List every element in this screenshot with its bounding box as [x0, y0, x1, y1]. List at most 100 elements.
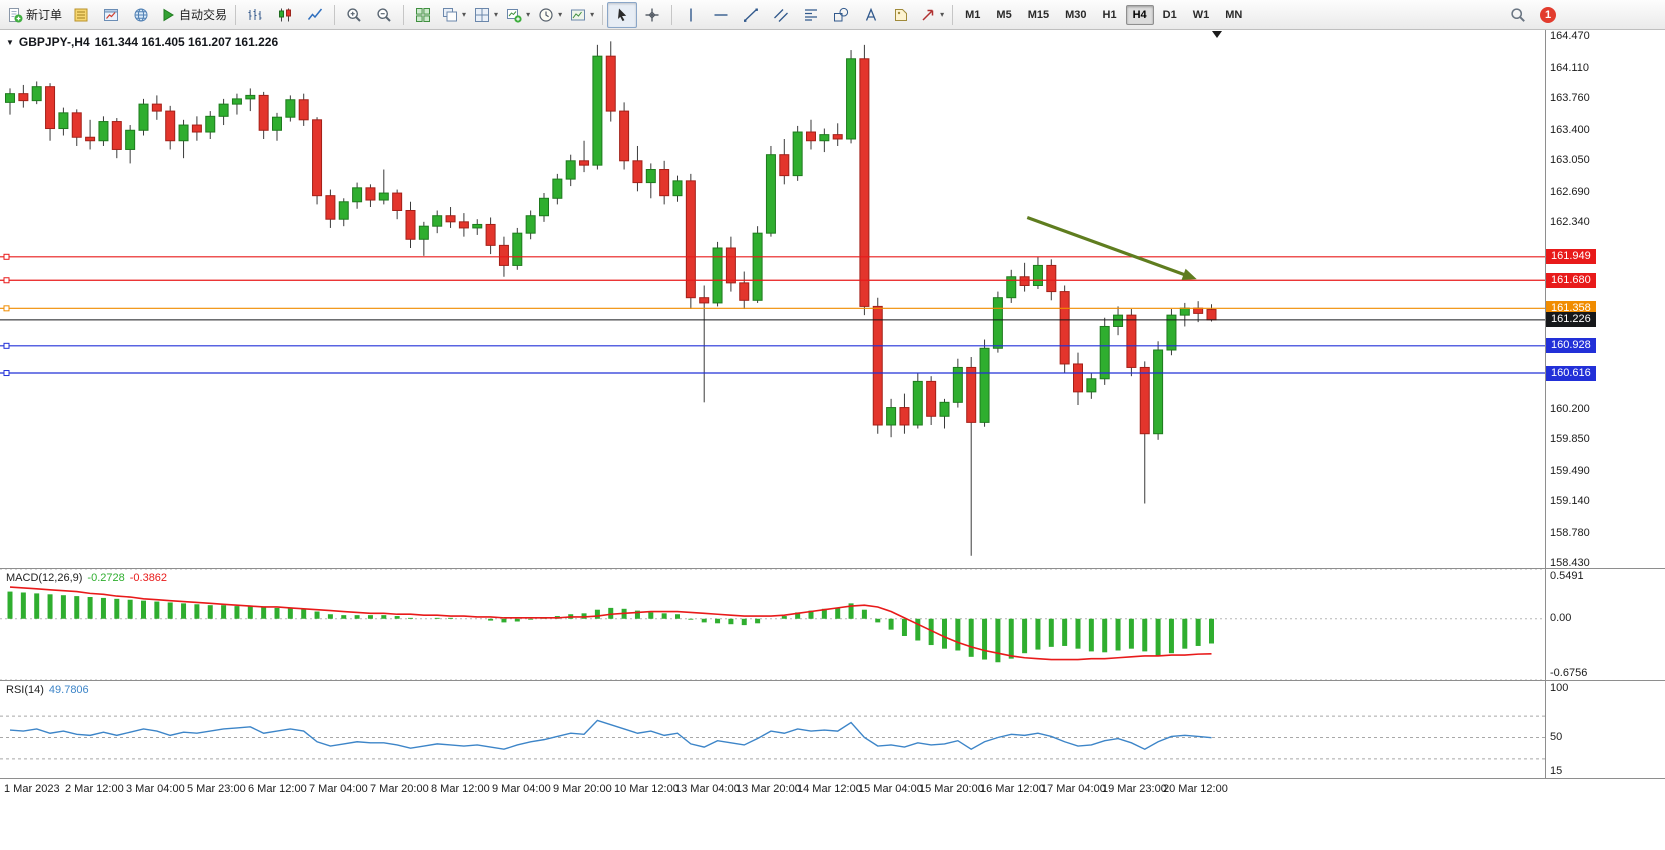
bar-chart-button[interactable] — [240, 2, 270, 28]
timeframe-m30-button[interactable]: M30 — [1065, 8, 1087, 21]
panel-separator[interactable] — [0, 568, 1665, 569]
new-order-button[interactable]: 新订单 — [3, 2, 66, 28]
bars-icon — [248, 8, 262, 20]
time-axis[interactable]: 1 Mar 2023 2 Mar 12:00 3 Mar 04:00 5 Mar 23… — [0, 779, 1545, 800]
vertical-line-button[interactable] — [676, 2, 706, 28]
symbol-dropdown-icon[interactable]: ▼ — [6, 37, 14, 47]
quote-ohlc: 161.344 161.405 161.207 161.226 — [94, 35, 279, 49]
time-axis-label: 2 Mar 12:00 — [65, 783, 124, 795]
cursor-button[interactable] — [607, 1, 638, 28]
timeframe-h4-button[interactable]: H4 — [1125, 4, 1154, 25]
macd-scale-label: 0.5491 — [1550, 569, 1584, 582]
candles — [5, 41, 1217, 556]
line-anchor-handle[interactable] — [3, 277, 10, 284]
zoom-in-button[interactable] — [339, 2, 369, 28]
line-anchor-handle[interactable] — [3, 342, 10, 349]
notification-badge[interactable]: 1 — [1540, 6, 1556, 23]
price-scale-label: 162.690 — [1550, 185, 1590, 198]
caret-down-icon: ▾ — [940, 10, 945, 19]
line-anchor-handle[interactable] — [3, 305, 10, 312]
main-toolbar: 新订单 自动交易 ▾ ▾ ▾ ▾ ▾ ▾ M1 M5 M15 M30 H1 H4 D1 W1 MN 1 — [0, 0, 1665, 30]
trend-arrow-annotation[interactable] — [1026, 215, 1191, 279]
line-icon — [307, 8, 323, 20]
line-chart-button[interactable] — [300, 2, 330, 28]
chart-window-icon — [104, 8, 119, 21]
time-axis-label: 5 Mar 23:00 — [187, 783, 246, 795]
zoom-out-icon — [377, 7, 391, 22]
cascade-windows-button[interactable]: ▾ — [438, 2, 470, 28]
candles-icon — [279, 8, 292, 21]
line-anchor-handle[interactable] — [3, 370, 10, 377]
time-axis-label: 14 Mar 12:00 — [797, 783, 862, 795]
time-axis-label: 16 Mar 12:00 — [980, 783, 1045, 795]
timeframe-d1-button[interactable]: D1 — [1162, 8, 1177, 21]
price-level-badge: 161.358 — [1546, 300, 1596, 316]
label-button[interactable] — [886, 2, 916, 28]
toolbar-separator — [403, 4, 405, 25]
panel-separator[interactable] — [0, 778, 1665, 779]
arrange-icon — [475, 7, 490, 22]
timeframe-w1-button[interactable]: W1 — [1192, 8, 1210, 21]
toolbar-separator — [602, 4, 604, 25]
autotrading-button[interactable]: 自动交易 — [156, 2, 231, 28]
time-axis-label: 13 Mar 20:00 — [736, 783, 801, 795]
time-axis-label: 10 Mar 12:00 — [614, 783, 679, 795]
timeframe-m1-button[interactable]: M1 — [965, 8, 981, 21]
fibonacci-button[interactable] — [796, 2, 826, 28]
caret-down-icon: ▾ — [558, 10, 563, 19]
timeframe-mn-button[interactable]: MN — [1225, 8, 1243, 21]
price-level-badge: 161.680 — [1546, 272, 1596, 288]
zoom-in-icon — [347, 7, 361, 22]
macd-signal-line — [9, 586, 1212, 661]
macd-indicator-panel[interactable] — [0, 569, 1545, 680]
timeframe-h1-button[interactable]: H1 — [1102, 8, 1117, 21]
search-button[interactable] — [1503, 2, 1533, 28]
charts-window-button[interactable] — [96, 2, 126, 28]
community-button[interactable] — [126, 2, 156, 28]
channel-icon — [774, 8, 789, 22]
timeframe-m5-button[interactable]: M5 — [996, 8, 1012, 21]
candlestick-chart[interactable] — [0, 30, 1545, 568]
caret-down-icon: ▾ — [494, 10, 499, 19]
horizontal-line-button[interactable] — [706, 2, 736, 28]
channel-button[interactable] — [766, 2, 796, 28]
periods-button[interactable]: ▾ — [534, 2, 566, 28]
tile-windows-button[interactable] — [408, 2, 438, 28]
toolbar-separator — [952, 4, 954, 25]
price-level-badge: 160.616 — [1546, 365, 1596, 381]
macd-value-signal: -0.3862 — [129, 572, 168, 584]
shapes-icon — [834, 7, 849, 21]
candlestick-chart-button[interactable] — [270, 2, 300, 28]
arrows-button[interactable]: ▾ — [916, 2, 948, 28]
chart-shift-marker[interactable] — [1212, 31, 1222, 38]
text-button[interactable] — [856, 2, 886, 28]
market-depth-button[interactable] — [66, 2, 96, 28]
zoom-out-button[interactable] — [369, 2, 399, 28]
rsi-name: RSI(14) — [6, 684, 44, 696]
arrange-windows-button[interactable]: ▾ — [470, 2, 502, 28]
trend-arrow-head — [1181, 268, 1197, 281]
templates-button[interactable]: ▾ — [566, 2, 598, 28]
caret-down-icon: ▾ — [526, 10, 531, 19]
panel-separator[interactable] — [0, 680, 1665, 681]
crosshair-button[interactable] — [637, 2, 667, 28]
time-axis-label: 15 Mar 20:00 — [919, 783, 984, 795]
clock-icon — [539, 7, 553, 22]
time-axis-label: 19 Mar 23:00 — [1102, 783, 1167, 795]
shapes-button[interactable] — [826, 2, 856, 28]
autotrading-button-label: 自动交易 — [179, 8, 228, 22]
toolbar-separator — [334, 4, 336, 25]
toolbar-separator — [235, 4, 237, 25]
fibo-icon — [805, 8, 818, 21]
new-chart-button[interactable]: ▾ — [502, 2, 534, 28]
rsi-indicator-panel[interactable] — [0, 681, 1545, 778]
line-anchor-handle[interactable] — [3, 253, 10, 260]
price-scale-label: 158.780 — [1550, 526, 1590, 539]
time-axis-label: 13 Mar 04:00 — [675, 783, 740, 795]
timeframe-m15-button[interactable]: M15 — [1027, 8, 1050, 21]
search-icon — [1511, 7, 1525, 22]
caret-down-icon: ▾ — [590, 10, 595, 19]
time-axis-label: 20 Mar 12:00 — [1163, 783, 1228, 795]
trendline-button[interactable] — [736, 2, 766, 28]
